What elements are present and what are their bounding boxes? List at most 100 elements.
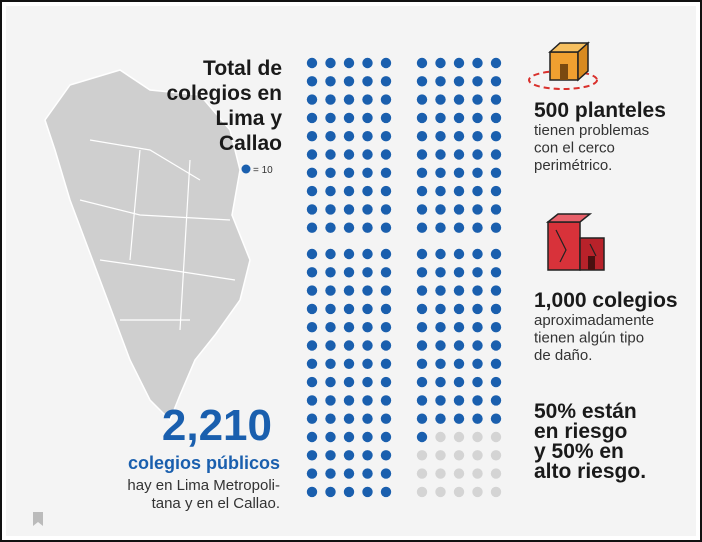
- dot-filled: [362, 322, 373, 333]
- dot-filled: [435, 167, 446, 178]
- dot-filled: [380, 94, 392, 105]
- dot-filled: [306, 204, 318, 215]
- dot-empty: [416, 486, 428, 498]
- dot-filled: [453, 303, 465, 315]
- legend-dot: [241, 164, 251, 174]
- dot-filled: [343, 395, 355, 406]
- dot-filled: [416, 112, 428, 124]
- dot-filled: [362, 376, 373, 388]
- dot-filled: [490, 112, 502, 124]
- dot-filled: [325, 76, 336, 87]
- dot-filled: [435, 94, 446, 105]
- dot-filled: [472, 285, 483, 296]
- dot-filled: [453, 222, 465, 233]
- dot-filled: [306, 413, 318, 424]
- dot-filled: [362, 112, 373, 124]
- dot-filled: [380, 358, 392, 369]
- dot-empty: [490, 450, 502, 461]
- dot-filled: [325, 57, 336, 69]
- dot-filled: [362, 76, 373, 87]
- dot-filled: [453, 376, 465, 388]
- dot-filled: [362, 468, 373, 479]
- dot-filled: [453, 248, 465, 260]
- dot-filled: [362, 413, 373, 424]
- dot-filled: [453, 358, 465, 369]
- dot-filled: [362, 285, 373, 296]
- dot-filled: [325, 248, 336, 260]
- fact-headline: en riesgo: [534, 420, 627, 443]
- dot-filled: [453, 167, 465, 178]
- dot-filled: [362, 358, 373, 369]
- legend-label: = 10: [253, 165, 273, 176]
- dot-filled: [380, 185, 392, 197]
- dot-filled: [416, 358, 428, 369]
- bookmark-icon[interactable]: [33, 512, 43, 526]
- dot-filled: [325, 486, 336, 498]
- dot-filled: [416, 204, 428, 215]
- dot-filled: [343, 131, 355, 142]
- dot-filled: [453, 112, 465, 124]
- dot-filled: [416, 131, 428, 142]
- dot-filled: [453, 131, 465, 142]
- dot-filled: [490, 413, 502, 424]
- dot-filled: [490, 94, 502, 105]
- dot-filled: [362, 340, 373, 351]
- dot-filled: [343, 185, 355, 197]
- dot-filled: [343, 76, 355, 87]
- dot-filled: [416, 76, 428, 87]
- dot-filled: [325, 376, 336, 388]
- dot-filled: [362, 395, 373, 406]
- dot-filled: [416, 167, 428, 178]
- dot-filled: [362, 303, 373, 315]
- dot-filled: [306, 340, 318, 351]
- dot-filled: [380, 112, 392, 124]
- dot-filled: [380, 167, 392, 178]
- dot-filled: [343, 322, 355, 333]
- dot-empty: [472, 431, 483, 443]
- dot-empty: [472, 468, 483, 479]
- dot-filled: [453, 76, 465, 87]
- dot-filled: [490, 285, 502, 296]
- dot-filled: [325, 94, 336, 105]
- dot-filled: [325, 431, 336, 443]
- dot-filled: [416, 222, 428, 233]
- dot-filled: [453, 285, 465, 296]
- dot-filled: [306, 285, 318, 296]
- dot-empty: [435, 468, 446, 479]
- dot-filled: [380, 285, 392, 296]
- dot-filled: [325, 149, 336, 160]
- dot-filled: [435, 395, 446, 406]
- dot-filled: [306, 376, 318, 388]
- dot-filled: [453, 395, 465, 406]
- fact-body: perimétrico.: [534, 157, 612, 174]
- dot-filled: [325, 395, 336, 406]
- dot-filled: [490, 248, 502, 260]
- dot-filled: [325, 267, 336, 278]
- dot-filled: [416, 149, 428, 160]
- dot-filled: [416, 303, 428, 315]
- dot-filled: [306, 450, 318, 461]
- fact-headline: 1,000 colegios: [534, 289, 678, 312]
- dot-filled: [472, 204, 483, 215]
- dot-filled: [416, 285, 428, 296]
- dot-filled: [362, 450, 373, 461]
- fact-body: aproximadamente: [534, 312, 654, 329]
- dot-empty: [490, 431, 502, 443]
- dot-filled: [472, 358, 483, 369]
- dot-filled: [380, 413, 392, 424]
- dot-filled: [490, 267, 502, 278]
- dot-filled: [380, 57, 392, 69]
- dot-filled: [306, 57, 318, 69]
- dot-filled: [362, 149, 373, 160]
- dot-filled: [343, 486, 355, 498]
- dot-filled: [380, 468, 392, 479]
- dot-filled: [325, 303, 336, 315]
- dot-filled: [325, 167, 336, 178]
- fact-body: tienen algún tipo: [534, 330, 644, 347]
- dot-empty: [435, 450, 446, 461]
- dot-filled: [380, 395, 392, 406]
- building-icon: [545, 213, 605, 271]
- dot-filled: [343, 413, 355, 424]
